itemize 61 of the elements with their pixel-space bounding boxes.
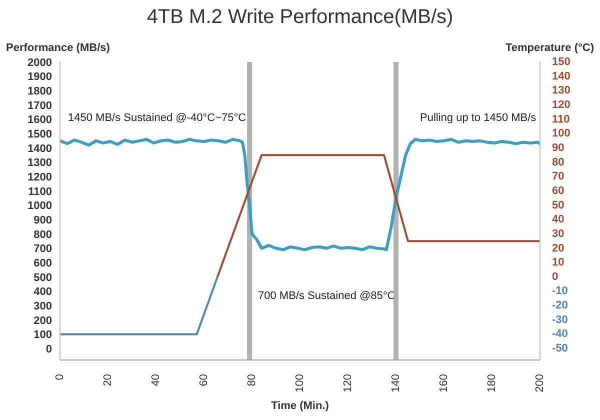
x-tick-label: 60 [198, 374, 210, 386]
y2-tick-label: -10 [552, 285, 568, 298]
y-axis-title: Performance (MB/s) [6, 42, 110, 54]
y-tick-label: 100 [34, 329, 52, 342]
y-tick-label: 1000 [28, 200, 52, 212]
y2-tick-label: 120 [552, 98, 570, 111]
chart-title: 4TB M.2 Write Performance(MB/s) [146, 6, 454, 29]
x-tick-label: 160 [438, 374, 450, 392]
y2-tick-label: -50 [552, 342, 568, 355]
y2-tick-label: 130 [552, 84, 570, 97]
y2-axis-title: Temperature (°C) [505, 42, 594, 54]
y2-tick-label: 140 [552, 70, 570, 82]
y-tick-label: 1200 [28, 172, 52, 184]
y-tick-label: 1100 [28, 186, 52, 198]
x-tick-label: 20 [102, 374, 114, 386]
y-tick-label: 600 [34, 257, 52, 270]
y-tick-label: 1800 [28, 86, 52, 98]
y-tick-label: 1900 [28, 71, 52, 84]
y2-tick-label: 90 [552, 142, 564, 154]
y2-tick-label: 50 [552, 199, 564, 212]
y2-tick-label: 40 [552, 214, 564, 226]
y-tick-label: 900 [34, 214, 52, 226]
y-tick-label: 0 [46, 343, 52, 356]
y-tick-label: 300 [34, 300, 52, 312]
y2-tick-label: -30 [552, 314, 568, 326]
y-tick-label: 2000 [28, 56, 52, 69]
y-tick-label: 1700 [28, 100, 52, 112]
x-tick-label: 140 [390, 374, 402, 392]
y2-tick-label: 150 [552, 56, 570, 68]
y2-tick-label: -40 [552, 328, 568, 340]
y2-tick-label: 80 [552, 156, 564, 168]
y-tick-label: 1400 [28, 142, 52, 155]
y2-tick-label: 60 [552, 184, 564, 197]
y-tick-label: 700 [34, 243, 52, 256]
y2-tick-label: 30 [552, 228, 564, 240]
annotation: 1450 MB/s Sustained @-40°C~75°C [68, 112, 246, 124]
x-tick-label: 120 [342, 374, 354, 392]
line-series [60, 138, 540, 252]
x-tick-label: 100 [294, 374, 306, 392]
y-tick-label: 800 [34, 228, 52, 241]
x-axis-title: Time (Min.) [270, 400, 330, 412]
x-tick-label: 180 [486, 374, 498, 392]
y-tick-label: 1500 [28, 128, 52, 141]
annotation: 700 MB/s Sustained @85°C [258, 290, 396, 302]
y-tick-label: 200 [34, 314, 52, 327]
y2-tick-label: 100 [552, 128, 570, 140]
y2-tick-label: -20 [552, 300, 568, 312]
x-tick-label: 0 [54, 374, 66, 380]
y2-tick-label: 10 [552, 256, 564, 269]
y2-tick-label: 110 [552, 113, 570, 126]
y-tick-label: 1300 [28, 157, 52, 170]
y-tick-label: 1600 [28, 114, 52, 126]
y2-tick-label: 0 [552, 270, 558, 283]
y2-tick-label: 70 [552, 170, 564, 183]
y2-tick-label: 20 [552, 242, 564, 254]
y-tick-label: 500 [34, 272, 52, 284]
x-tick-label: 40 [150, 374, 162, 386]
x-tick-label: 80 [246, 374, 258, 386]
y-tick-label: 400 [34, 286, 52, 298]
x-tick-label: 200 [534, 374, 546, 392]
annotation: Pulling up to 1450 MB/s [420, 112, 536, 124]
